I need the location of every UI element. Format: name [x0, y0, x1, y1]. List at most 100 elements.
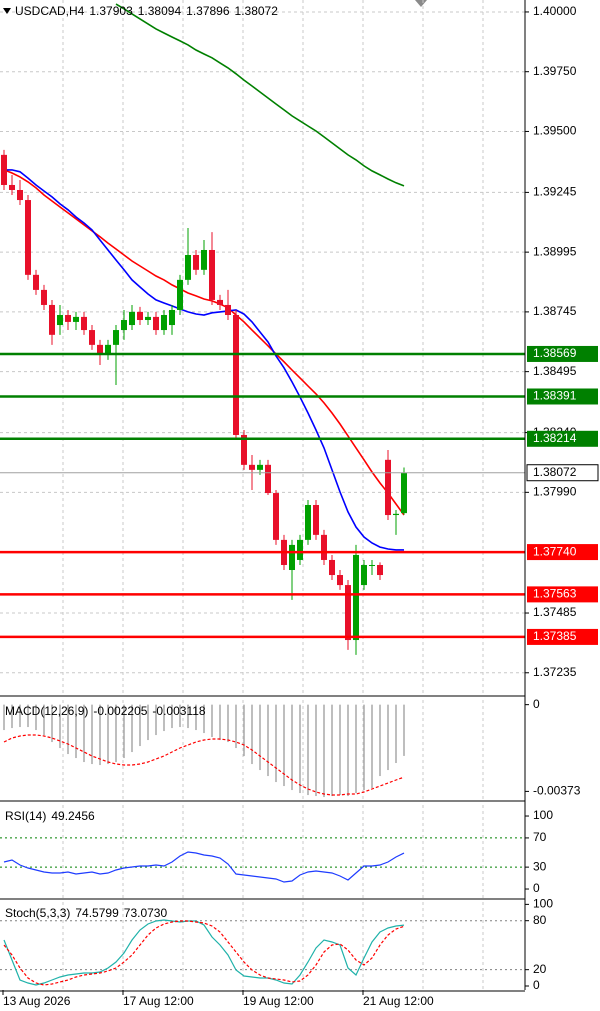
- candle-body: [193, 255, 199, 270]
- candle-body: [25, 200, 31, 275]
- y-tick-label: 20: [533, 962, 547, 976]
- candle-body: [337, 575, 343, 586]
- candle-body: [305, 504, 311, 540]
- candle-body: [153, 316, 159, 331]
- current-price-label: 1.38072: [533, 465, 577, 479]
- level-box: [527, 345, 598, 362]
- header-high: 1.38094: [138, 4, 182, 18]
- candle-body: [369, 564, 375, 566]
- candle-body: [65, 314, 71, 322]
- candle-body: [121, 320, 127, 331]
- candle-body: [225, 304, 231, 315]
- candle-body: [217, 299, 223, 305]
- indicator-line: [3, 851, 405, 883]
- header-icon: [3, 8, 11, 14]
- y-tick-label: 100: [533, 808, 553, 822]
- candle-body: [169, 309, 175, 326]
- indicator-line: [3, 920, 405, 986]
- pane: [3, 700, 484, 800]
- indicator-value: 73.0730: [124, 906, 168, 920]
- header-close: 1.38072: [235, 4, 279, 18]
- pane: [0, 902, 525, 990]
- candle-body: [345, 585, 351, 641]
- x-tick-label: 19 Aug 12:00: [243, 994, 314, 1008]
- candle-body: [233, 314, 239, 435]
- y-tick-label: 1.37485: [533, 605, 577, 619]
- candle-body: [401, 472, 407, 514]
- indicator-value: -0.002205: [93, 704, 147, 718]
- candle-body: [385, 459, 391, 516]
- candle-body: [249, 464, 255, 470]
- candle-body: [321, 534, 327, 560]
- y-tick-label: 1.39500: [533, 124, 577, 138]
- pane: [0, 805, 525, 898]
- y-tick-label: 1.39245: [533, 185, 577, 199]
- y-tick-label: 1.38745: [533, 304, 577, 318]
- symbol-title: USDCAD,H4: [15, 4, 85, 18]
- y-tick-label: 1.38495: [533, 364, 577, 378]
- candle-body: [49, 304, 55, 335]
- candle-body: [201, 249, 207, 270]
- indicator-line: [3, 734, 405, 796]
- candle-body: [9, 184, 15, 191]
- candle-body: [161, 314, 167, 331]
- candle-body: [289, 544, 295, 571]
- candle-body: [241, 434, 247, 465]
- candle-body: [113, 330, 119, 345]
- candle-body: [33, 274, 39, 290]
- candle-body: [329, 559, 335, 576]
- level-label: 1.37563: [533, 587, 577, 601]
- indicator-value: 74.5799: [75, 906, 119, 920]
- x-tick-label: 13 Aug 2026: [3, 994, 71, 1008]
- y-tick-label: -0.00373: [533, 784, 581, 798]
- candle-body: [1, 154, 7, 185]
- y-tick-label: 0: [533, 697, 540, 711]
- level-label: 1.38214: [533, 431, 577, 445]
- candle-body: [17, 190, 23, 201]
- y-tick-label: 1.38995: [533, 244, 577, 258]
- candle-body: [313, 504, 319, 535]
- candle-body: [297, 539, 303, 560]
- candle-body: [129, 311, 135, 326]
- indicator-header: Stoch(5,3,3) 74.5799 73.0730: [5, 906, 167, 920]
- y-tick-label: 80: [533, 913, 547, 927]
- candle-body: [361, 564, 367, 586]
- moving-average: [115, 3, 405, 187]
- moving-average: [4, 169, 404, 551]
- candle-body: [57, 314, 63, 326]
- candle-body: [257, 464, 263, 470]
- y-tick-label: 0: [533, 978, 540, 992]
- y-tick-label: 30: [533, 859, 547, 873]
- candle-body: [177, 279, 183, 310]
- y-tick-label: 1.37235: [533, 665, 577, 679]
- y-tick-label: 1.37990: [533, 485, 577, 499]
- y-tick-label: 1.40000: [533, 4, 577, 18]
- candle-body: [89, 330, 95, 345]
- indicator-value: 49.2456: [51, 809, 95, 823]
- header-open: 1.37903: [89, 4, 133, 18]
- level-box: [527, 544, 598, 561]
- x-tick-label: 21 Aug 12:00: [363, 994, 434, 1008]
- indicator-header: MACD(12,26,9) -0.002205 -0.003118: [5, 704, 206, 718]
- indicator-title: Stoch(5,3,3): [5, 906, 70, 920]
- indicator-header: RSI(14) 49.2456: [5, 809, 95, 823]
- candle-body: [81, 316, 87, 331]
- candle-body: [393, 513, 399, 516]
- y-tick-label: 100: [533, 897, 553, 911]
- candle-body: [209, 249, 215, 300]
- indicator-value: -0.003118: [152, 704, 205, 718]
- level-label: 1.37740: [533, 544, 577, 558]
- candle-body: [265, 464, 271, 494]
- candle-body: [41, 289, 47, 305]
- indicator-title: RSI(14): [5, 809, 46, 823]
- moving-average: [3, 169, 405, 516]
- level-box: [527, 388, 598, 405]
- x-tick-label: 17 Aug 12:00: [123, 994, 194, 1008]
- level-label: 1.38391: [533, 389, 577, 403]
- current-price-box: [526, 464, 599, 482]
- candle-body: [145, 316, 151, 321]
- candle-body: [105, 344, 111, 355]
